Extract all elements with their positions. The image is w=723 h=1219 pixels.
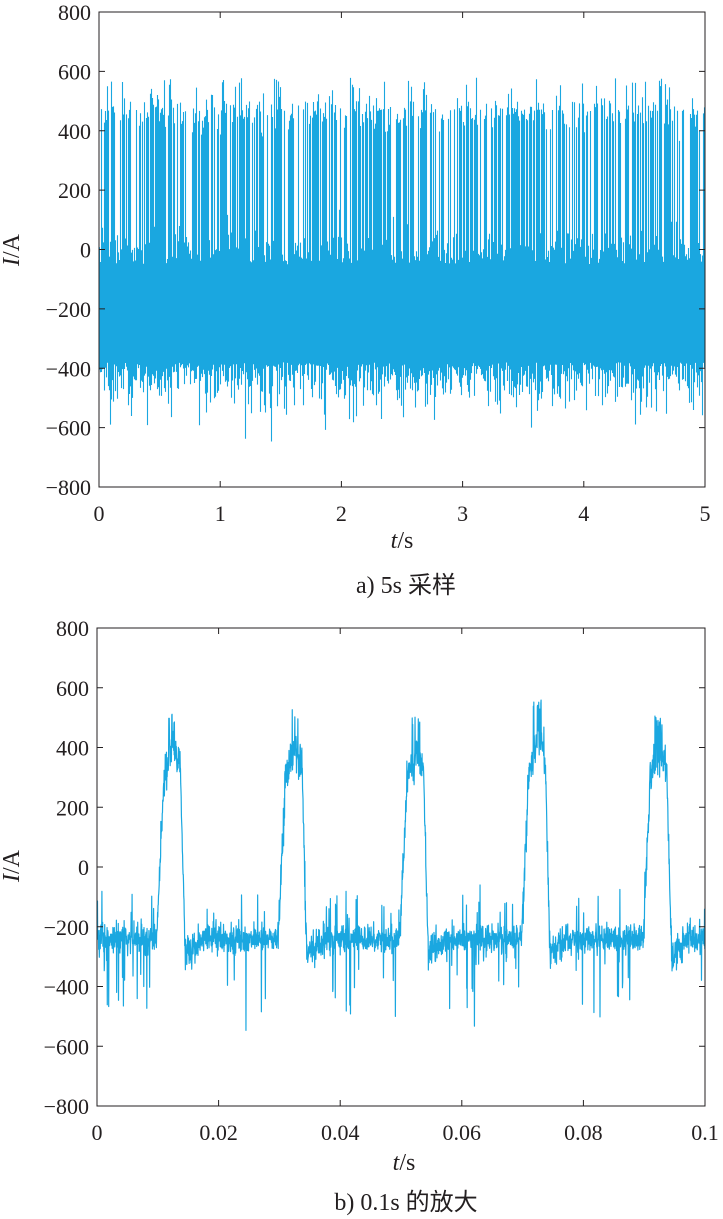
- chart-panel-b: 0 0.02 0.04 0.06 0.08 0.1 −800 −600 −400 −200 0 200…: [0, 616, 719, 1216]
- y-tick-label-a: −200: [46, 297, 91, 322]
- signal-trace-b: [97, 699, 705, 1031]
- y-tick-label-a: −400: [46, 356, 91, 381]
- y-tick-label-a: 200: [58, 178, 91, 203]
- x-tick-label-a: 4: [578, 501, 589, 526]
- signal-series-b: [97, 699, 705, 1031]
- x-tick-label-a: 5: [700, 501, 711, 526]
- x-tick-label-a: 0: [94, 501, 105, 526]
- y-tick-label-a: 800: [58, 0, 91, 25]
- x-axis-label-a: t/s: [391, 528, 414, 554]
- signal-trace-a: [99, 77, 705, 442]
- y-tick-label-b: −200: [44, 915, 89, 940]
- caption-b: b) 0.1s 的放大: [334, 1189, 477, 1216]
- axes-b: 0 0.02 0.04 0.06 0.08 0.1 −800 −600 −400 −200 0 200…: [44, 616, 719, 1145]
- y-tick-label-b: 600: [56, 676, 89, 701]
- x-tick-label-b: 0: [92, 1120, 103, 1145]
- y-tick-label-b: 800: [56, 616, 89, 641]
- x-tick-label-a: 3: [457, 501, 468, 526]
- x-tick-label-a: 1: [215, 501, 226, 526]
- x-tick-label-b: 0.06: [443, 1120, 482, 1145]
- y-tick-label-b: 200: [56, 795, 89, 820]
- x-tick-label-b: 0.1: [691, 1120, 719, 1145]
- x-tick-label-b: 0.04: [321, 1120, 360, 1145]
- y-tick-label-b: 400: [56, 736, 89, 761]
- caption-a: a) 5s 采样: [356, 572, 456, 599]
- x-tick-label-a: 2: [336, 501, 347, 526]
- y-tick-label-b: −800: [44, 1094, 89, 1119]
- y-tick-label-a: 0: [80, 238, 91, 263]
- x-tick-label-b: 0.08: [564, 1120, 603, 1145]
- signal-series-a: [99, 77, 705, 442]
- y-tick-label-a: −600: [46, 416, 91, 441]
- x-axis-label-b: t/s: [393, 1150, 416, 1176]
- y-tick-label-a: 600: [58, 59, 91, 84]
- y-tick-label-b: −600: [44, 1034, 89, 1059]
- y-tick-label-a: 400: [58, 119, 91, 144]
- y-axis-label-b: I/A: [0, 849, 25, 883]
- y-tick-label-b: −400: [44, 975, 89, 1000]
- plot-frame-b: [96, 627, 706, 1107]
- x-tick-label-b: 0.02: [199, 1120, 238, 1145]
- y-tick-label-b: 0: [78, 855, 89, 880]
- y-tick-label-a: −800: [46, 475, 91, 500]
- axes-a: 0 1 2 3 4 5 −800 −600 −400 −200 0 200 400 600 800: [46, 0, 711, 526]
- y-axis-label-a: I/A: [0, 233, 25, 267]
